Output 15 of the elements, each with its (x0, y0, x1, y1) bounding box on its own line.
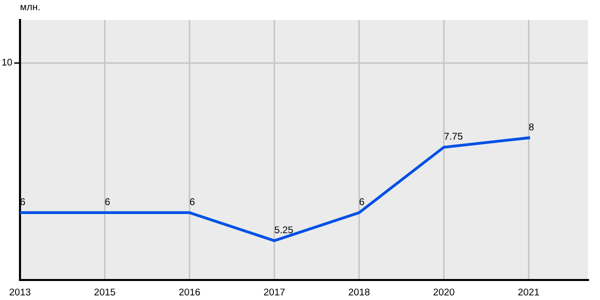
x-tick-label: 2015 (94, 288, 116, 296)
x-tick-label: 2017 (264, 288, 285, 296)
data-label: 6 (190, 198, 195, 206)
data-label: 6 (105, 198, 110, 206)
x-tick-label: 2021 (518, 288, 539, 296)
ref-line-label: 10 (2, 58, 12, 66)
data-label: 8 (529, 123, 534, 130)
x-tick-label: 2020 (434, 288, 454, 296)
x-tick-label: 2013 (10, 288, 30, 296)
data-label: 6 (360, 198, 364, 206)
data-label: 5.25 (274, 226, 293, 234)
x-tick-label: 2018 (348, 288, 370, 296)
y-axis-title: млн. (20, 5, 40, 10)
data-label: 7.75 (444, 132, 462, 140)
x-tick-label: 2016 (179, 288, 200, 296)
